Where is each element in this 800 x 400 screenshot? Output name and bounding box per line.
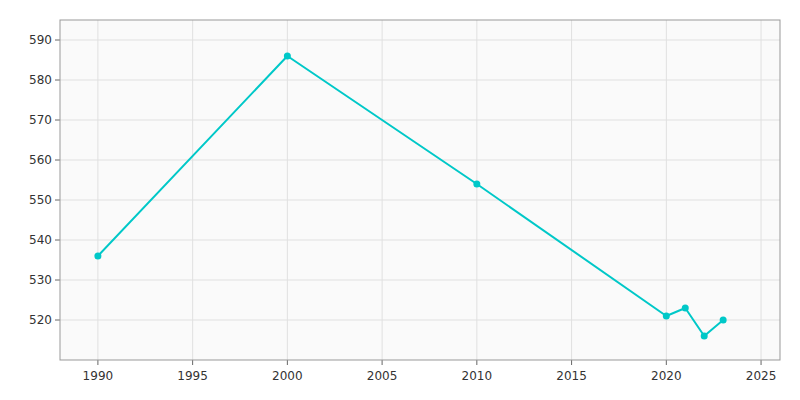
x-tick-label: 1990 bbox=[83, 369, 114, 383]
y-tick bbox=[55, 80, 60, 81]
x-tick-label: 2010 bbox=[462, 369, 493, 383]
y-tick-label: 530 bbox=[29, 273, 52, 287]
y-tick bbox=[55, 240, 60, 241]
x-grid-line bbox=[571, 20, 572, 360]
y-tick-label: 590 bbox=[29, 33, 52, 47]
x-tick-label: 2025 bbox=[746, 369, 777, 383]
y-tick-label: 580 bbox=[29, 73, 52, 87]
x-tick bbox=[287, 360, 288, 365]
y-tick bbox=[55, 160, 60, 161]
x-tick bbox=[666, 360, 667, 365]
y-tick-label: 550 bbox=[29, 193, 52, 207]
point-marker bbox=[701, 333, 708, 340]
plot-background bbox=[60, 20, 780, 360]
x-tick-label: 2015 bbox=[556, 369, 587, 383]
y-grid-line bbox=[60, 160, 780, 161]
axes: 520 530 540 550 560 570 580 590 1990 1995 2000 2005… bbox=[29, 33, 776, 384]
y-grid-line bbox=[60, 240, 780, 241]
y-grid-line bbox=[60, 320, 780, 321]
point-marker bbox=[720, 317, 727, 324]
grid bbox=[60, 20, 780, 360]
chart-svg: 520 530 540 550 560 570 580 590 1990 1995 2000 2005… bbox=[0, 0, 800, 400]
y-grid-line bbox=[60, 280, 780, 281]
x-grid-line bbox=[666, 20, 667, 360]
y-grid-line bbox=[60, 40, 780, 41]
y-tick bbox=[55, 200, 60, 201]
y-tick bbox=[55, 320, 60, 321]
data-layer bbox=[94, 53, 726, 340]
point-marker bbox=[663, 313, 670, 320]
point-marker bbox=[473, 181, 480, 188]
y-tick bbox=[55, 40, 60, 41]
x-tick-label: 2005 bbox=[367, 369, 398, 383]
point-marker bbox=[284, 53, 291, 60]
x-tick bbox=[571, 360, 572, 365]
plot-frame bbox=[60, 20, 780, 360]
y-grid-line bbox=[60, 200, 780, 201]
y-grid-line bbox=[60, 80, 780, 81]
y-tick bbox=[55, 280, 60, 281]
x-tick-label: 1995 bbox=[177, 369, 208, 383]
y-tick-label: 540 bbox=[29, 233, 52, 247]
y-tick-label: 520 bbox=[29, 313, 52, 327]
x-tick bbox=[192, 360, 193, 365]
x-tick bbox=[476, 360, 477, 365]
x-grid-line bbox=[476, 20, 477, 360]
x-tick bbox=[382, 360, 383, 365]
y-tick-label: 570 bbox=[29, 113, 52, 127]
x-grid-line bbox=[382, 20, 383, 360]
x-grid-line bbox=[761, 20, 762, 360]
y-tick-label: 560 bbox=[29, 153, 52, 167]
x-grid-line bbox=[287, 20, 288, 360]
line bbox=[98, 56, 723, 336]
x-tick bbox=[761, 360, 762, 365]
point-marker bbox=[682, 305, 689, 312]
x-tick-label: 2020 bbox=[651, 369, 682, 383]
point-marker bbox=[94, 253, 101, 260]
x-tick-label: 2000 bbox=[272, 369, 303, 383]
x-grid-line bbox=[192, 20, 193, 360]
y-tick bbox=[55, 120, 60, 121]
x-grid-line bbox=[97, 20, 98, 360]
chart-container: 520 530 540 550 560 570 580 590 1990 1995 2000 2005… bbox=[0, 0, 800, 400]
y-grid-line bbox=[60, 120, 780, 121]
x-tick bbox=[97, 360, 98, 365]
